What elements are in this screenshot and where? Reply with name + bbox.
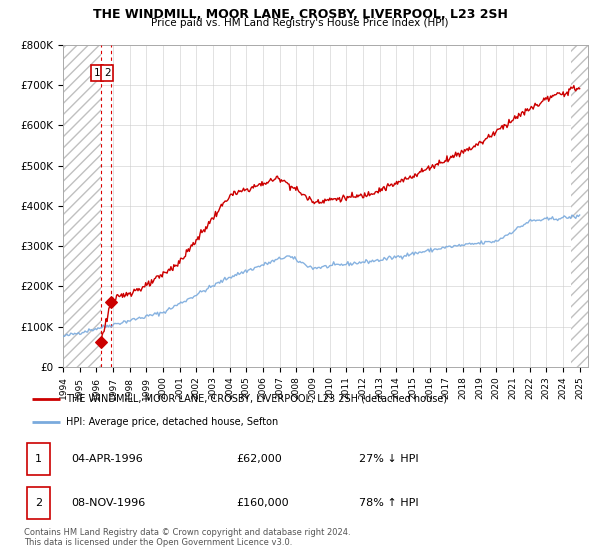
Text: 1: 1 [35, 454, 42, 464]
Bar [27, 487, 50, 519]
Bar [63, 45, 101, 367]
Text: 2: 2 [104, 68, 110, 78]
Point [96, 337, 106, 346]
Point [106, 298, 116, 307]
Text: Price paid vs. HM Land Registry's House Price Index (HPI): Price paid vs. HM Land Registry's House … [151, 18, 449, 28]
Text: 2: 2 [35, 498, 42, 508]
Text: 78% ↑ HPI: 78% ↑ HPI [359, 498, 418, 508]
Text: Contains HM Land Registry data © Crown copyright and database right 2024.
This d: Contains HM Land Registry data © Crown c… [24, 528, 350, 547]
Text: 08-NOV-1996: 08-NOV-1996 [71, 498, 146, 508]
Text: 1: 1 [94, 68, 100, 78]
Text: THE WINDMILL, MOOR LANE, CROSBY, LIVERPOOL, L23 2SH: THE WINDMILL, MOOR LANE, CROSBY, LIVERPO… [92, 8, 508, 21]
Text: 27% ↓ HPI: 27% ↓ HPI [359, 454, 418, 464]
Text: HPI: Average price, detached house, Sefton: HPI: Average price, detached house, Seft… [66, 417, 278, 427]
Text: £62,000: £62,000 [236, 454, 282, 464]
Bar [27, 443, 50, 475]
Text: THE WINDMILL, MOOR LANE, CROSBY, LIVERPOOL, L23 2SH (detached house): THE WINDMILL, MOOR LANE, CROSBY, LIVERPO… [66, 394, 447, 404]
Text: £160,000: £160,000 [236, 498, 289, 508]
Bar [571, 45, 588, 367]
Bar [63, 45, 101, 367]
Text: 04-APR-1996: 04-APR-1996 [71, 454, 143, 464]
Bar [571, 45, 588, 367]
